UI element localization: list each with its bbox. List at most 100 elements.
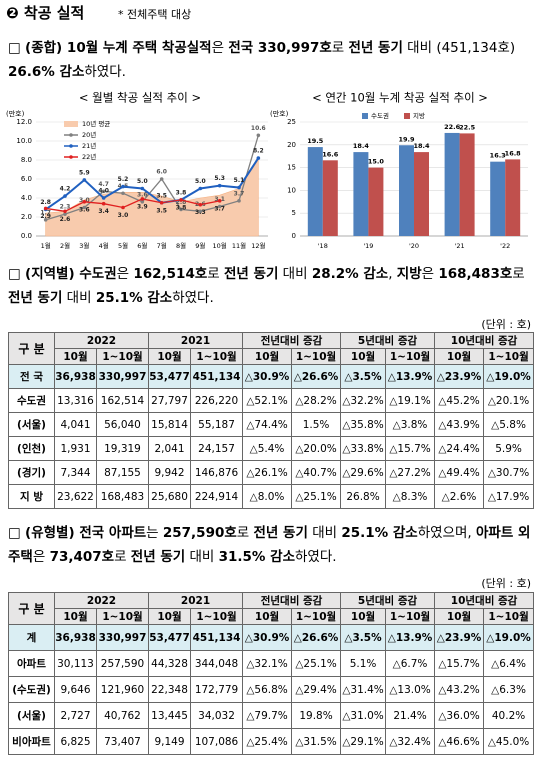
table-cell: 19.8%: [291, 702, 342, 729]
text-run: 대비: [278, 266, 312, 282]
table-cell: 224,914: [190, 484, 244, 509]
subheader-cell: 10월: [434, 348, 485, 365]
table-cell: △20.1%: [483, 388, 535, 413]
x-tick-label: 8월: [176, 241, 186, 250]
table-row: (수도권) 9,646 121,960 22,348 172,779 △56.8% △29.…: [8, 676, 535, 703]
subheader-cell: 10월: [148, 608, 192, 625]
bar: [368, 167, 384, 236]
legend-swatch: [64, 121, 78, 127]
header-cell: 2021: [148, 592, 244, 609]
text-run: 은: [116, 266, 134, 282]
text-run: (종합): [25, 40, 63, 56]
legend-marker: [69, 133, 73, 137]
text-run: 하였다.: [84, 64, 126, 80]
table-cell: △52.1%: [242, 388, 293, 413]
data-label: 3.0: [118, 212, 129, 219]
text-run: (지역별): [25, 266, 75, 282]
table-cell: △31.4%: [340, 676, 387, 703]
table-cell: 2,727: [54, 702, 97, 729]
table-cell: 24,157: [190, 436, 244, 461]
table-cell: 4,041: [54, 412, 97, 437]
text-run: 아파트 외 주택: [8, 525, 531, 565]
table-cell: 36,938: [54, 624, 97, 651]
y-tick-label: 10: [287, 186, 296, 194]
table-cell: 168,483: [95, 484, 150, 509]
x-tick-label: 12월: [251, 241, 265, 250]
section-title: ❷ 착공 실적: [6, 4, 85, 22]
table-cell: △15.7%: [385, 436, 436, 461]
table-cell: 330,997: [95, 624, 150, 651]
data-label: 5.2: [118, 176, 129, 183]
data-label: 3.6: [137, 191, 148, 198]
data-label: 5.0: [195, 178, 206, 185]
data-label: 3.5: [156, 207, 167, 214]
table-cell: 53,477: [148, 624, 192, 651]
x-tick-label: '18: [318, 242, 328, 250]
table-cell: △19.1%: [385, 388, 436, 413]
table-cell: △74.4%: [242, 412, 293, 437]
table-row: (경기) 7,344 87,155 9,942 146,876 △26.1% △40.7% △…: [8, 460, 535, 485]
data-label: 18.4: [413, 142, 430, 150]
data-label: 2.8: [40, 199, 51, 206]
point: [159, 200, 164, 205]
legend-swatch: [362, 113, 368, 119]
table-cell: △56.8%: [242, 676, 293, 703]
header-cell: 전년대비 증감: [242, 592, 342, 609]
table-cell: 9,646: [54, 676, 97, 703]
table-row: 아파트 30,113 257,590 44,328 344,048 △32.1% △25.1…: [8, 650, 535, 677]
table-cell: △46.6%: [434, 728, 485, 755]
table-cell: △5.8%: [483, 412, 535, 437]
table-cell: 23,622: [54, 484, 97, 509]
table-cell: 55,187: [190, 412, 244, 437]
table-cell: △26.1%: [242, 460, 293, 485]
subheader-cell: 1~10월: [483, 608, 535, 625]
x-tick-label: 11월: [232, 241, 246, 250]
legend-label: 22년: [82, 152, 96, 161]
text-run: 전년 동기: [223, 266, 279, 282]
header-cell: 구 분: [8, 332, 55, 365]
text-run: 전년 동기: [130, 549, 186, 565]
data-label: 3.4: [98, 208, 109, 215]
header-cell: 5년대비 증감: [340, 592, 436, 609]
table-cell: 5.1%: [340, 650, 387, 677]
table-row: 지 방 23,622 168,483 25,680 224,914 △8.0% △25.1%…: [8, 484, 535, 509]
point: [140, 200, 145, 204]
table-cell: 44,328: [148, 650, 192, 677]
x-tick-label: 9월: [195, 241, 205, 250]
table-cell: △28.2%: [291, 388, 342, 413]
text-run: 257,590호: [162, 525, 237, 541]
table-cell: △32.2%: [340, 388, 387, 413]
line: [45, 198, 220, 212]
table-cell: △31.0%: [340, 702, 387, 729]
table-cell: △3.5%: [340, 364, 387, 389]
text-run: □: [8, 266, 26, 282]
y-tick-label: 2.0: [21, 213, 32, 221]
header-cell: 2021: [148, 332, 244, 349]
table-cell: 7,344: [54, 460, 97, 485]
x-tick-label: '22: [500, 242, 510, 250]
data-label: 5.3: [214, 175, 225, 182]
text-run: 10월 누계 주택 착공실적: [62, 40, 212, 56]
table-cell: △8.0%: [242, 484, 293, 509]
text-run: 는: [146, 525, 163, 541]
data-label: 16.6: [322, 150, 339, 158]
y-tick-label: 5: [292, 209, 296, 217]
x-tick-label: 3월: [79, 241, 89, 250]
subheader-cell: 10월: [54, 348, 97, 365]
data-table: 구 분 2022 2021 전년대비 증감 5년대비 증감 10년대비 증감 10월 1~10…: [8, 592, 535, 755]
x-tick-label: 6월: [137, 241, 147, 250]
bar: [414, 152, 429, 236]
subheader-row: 10월 1~10월 10월 1~10월 10월 1~10월 10월 1~10월 10월 1~10월: [9, 608, 535, 625]
data-label: 15.0: [368, 158, 385, 166]
table-cell: 15,814: [148, 412, 192, 437]
data-label: 19.5: [307, 137, 324, 145]
subheader-cell: 10월: [434, 608, 485, 625]
bar: [459, 133, 475, 236]
text-run: 31.5% 감소: [218, 549, 295, 565]
data-label: 2.6: [60, 216, 71, 223]
y-tick-label: 12.0: [16, 118, 32, 126]
point: [217, 183, 222, 188]
table-cell: 56,040: [95, 412, 150, 437]
y-tick-label: 0.0: [21, 232, 32, 240]
